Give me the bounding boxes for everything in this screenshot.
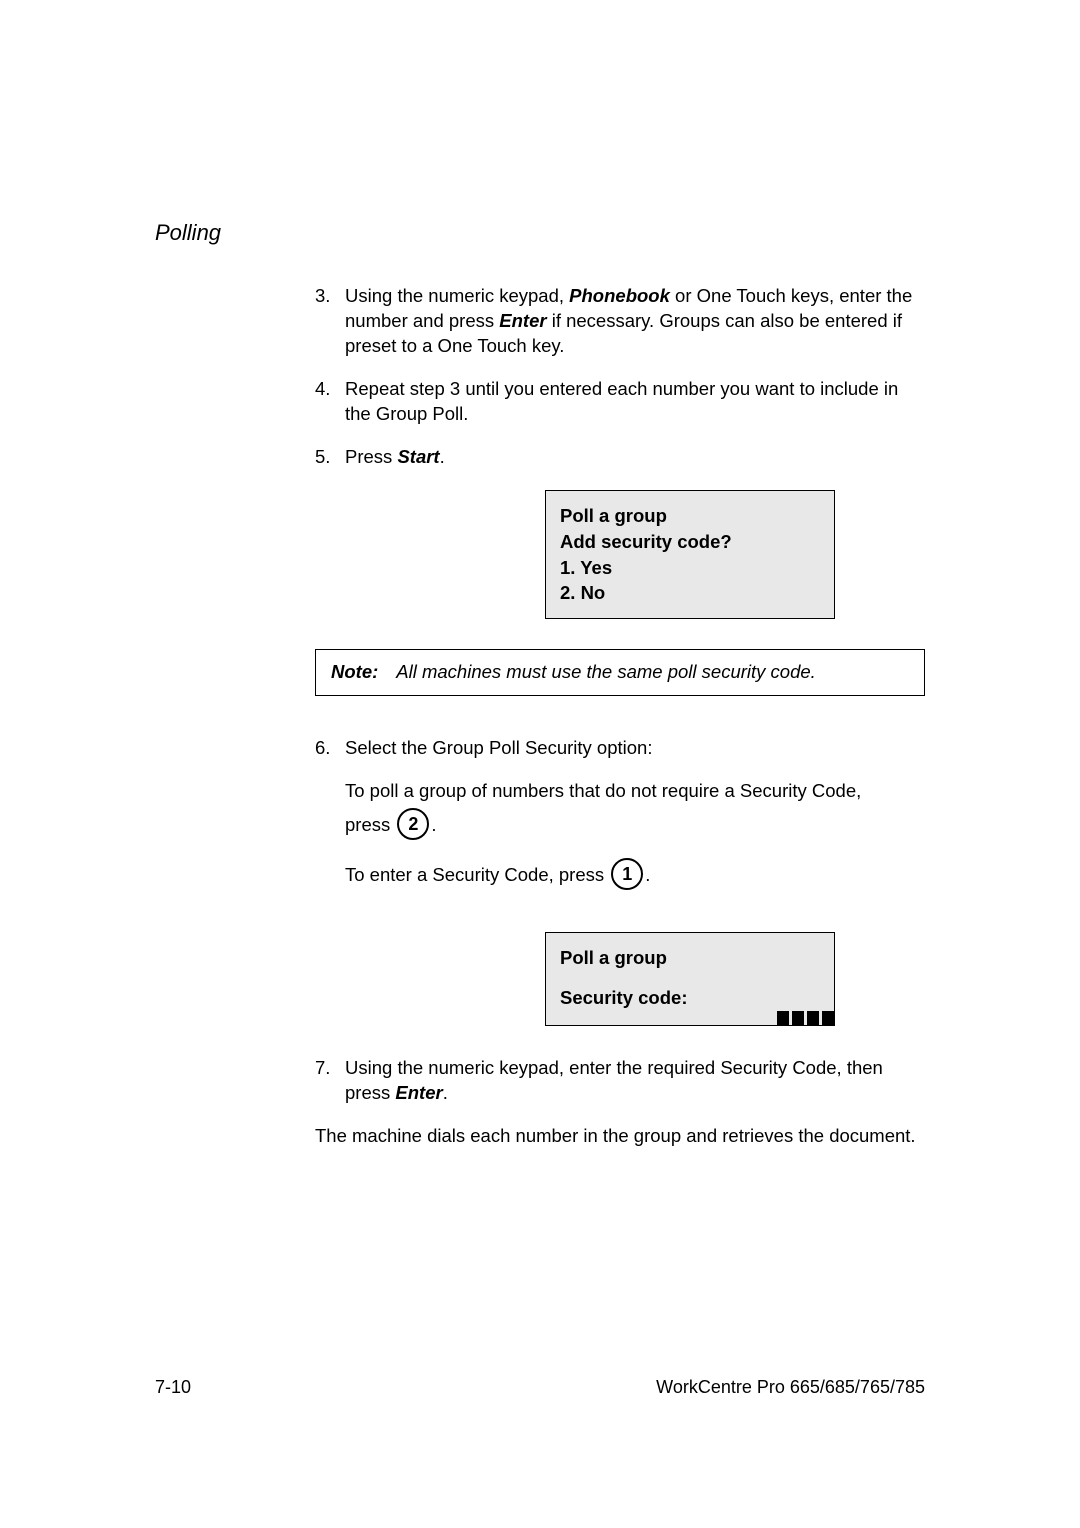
cursor-blocks-icon xyxy=(774,1011,834,1025)
display-line: Poll a group xyxy=(560,503,820,529)
display-line: 2. No xyxy=(560,580,820,606)
text: Using the numeric keypad, xyxy=(345,285,569,306)
step-5: 5. Press Start. xyxy=(315,445,925,470)
step-text: Press Start. xyxy=(345,445,925,470)
note-box: Note: All machines must use the same poll… xyxy=(315,649,925,696)
key-1-icon: 1 xyxy=(611,858,643,890)
step-number: 6. xyxy=(315,736,345,892)
text-row: press 2. xyxy=(345,810,925,842)
text: press xyxy=(345,814,395,835)
text: Press xyxy=(345,446,397,467)
step-4: 4. Repeat step 3 until you entered each … xyxy=(315,377,925,427)
note-text: All machines must use the same poll secu… xyxy=(396,661,816,682)
start-bold: Start xyxy=(397,446,439,467)
closing-text: The machine dials each number in the gro… xyxy=(315,1124,925,1149)
text: . xyxy=(431,814,436,835)
text-row: To enter a Security Code, press 1. xyxy=(345,860,925,892)
model-name: WorkCentre Pro 665/685/765/785 xyxy=(656,1377,925,1398)
page-number: 7-10 xyxy=(155,1377,191,1398)
step-text: Using the numeric keypad, enter the requ… xyxy=(345,1056,925,1106)
phonebook-bold: Phonebook xyxy=(569,285,670,306)
step-6: 6. Select the Group Poll Security option… xyxy=(315,736,925,892)
step-text: Using the numeric keypad, Phonebook or O… xyxy=(345,284,925,359)
content-area: 3. Using the numeric keypad, Phonebook o… xyxy=(315,284,925,1149)
display-line: Security code: xyxy=(560,985,820,1011)
step-text: Repeat step 3 until you entered each num… xyxy=(345,377,925,427)
lcd-display-2: Poll a group Security code: xyxy=(545,932,835,1026)
text: . xyxy=(443,1082,448,1103)
text: To enter a Security Code, press xyxy=(345,864,609,885)
page-body: Polling 3. Using the numeric keypad, Pho… xyxy=(0,0,1080,1149)
step-text: Select the Group Poll Security option: T… xyxy=(345,736,925,892)
step-number: 5. xyxy=(315,445,345,470)
lcd-display-1: Poll a group Add security code? 1. Yes 2… xyxy=(545,490,835,620)
step-number: 3. xyxy=(315,284,345,359)
text: . xyxy=(440,446,445,467)
text: To poll a group of numbers that do not r… xyxy=(345,779,925,804)
key-2-icon: 2 xyxy=(397,808,429,840)
page-footer: 7-10 WorkCentre Pro 665/685/765/785 xyxy=(155,1377,925,1398)
section-title: Polling xyxy=(155,220,925,246)
note-label: Note: xyxy=(331,661,378,682)
display-line: Add security code? xyxy=(560,529,820,555)
step-number: 4. xyxy=(315,377,345,427)
step-number: 7. xyxy=(315,1056,345,1106)
text: Select the Group Poll Security option: xyxy=(345,736,925,761)
enter-bold: Enter xyxy=(499,310,546,331)
display-line: 1. Yes xyxy=(560,555,820,581)
display-line: Poll a group xyxy=(560,945,820,971)
step-3: 3. Using the numeric keypad, Phonebook o… xyxy=(315,284,925,359)
step-7: 7. Using the numeric keypad, enter the r… xyxy=(315,1056,925,1106)
enter-bold: Enter xyxy=(395,1082,442,1103)
text: . xyxy=(645,864,650,885)
